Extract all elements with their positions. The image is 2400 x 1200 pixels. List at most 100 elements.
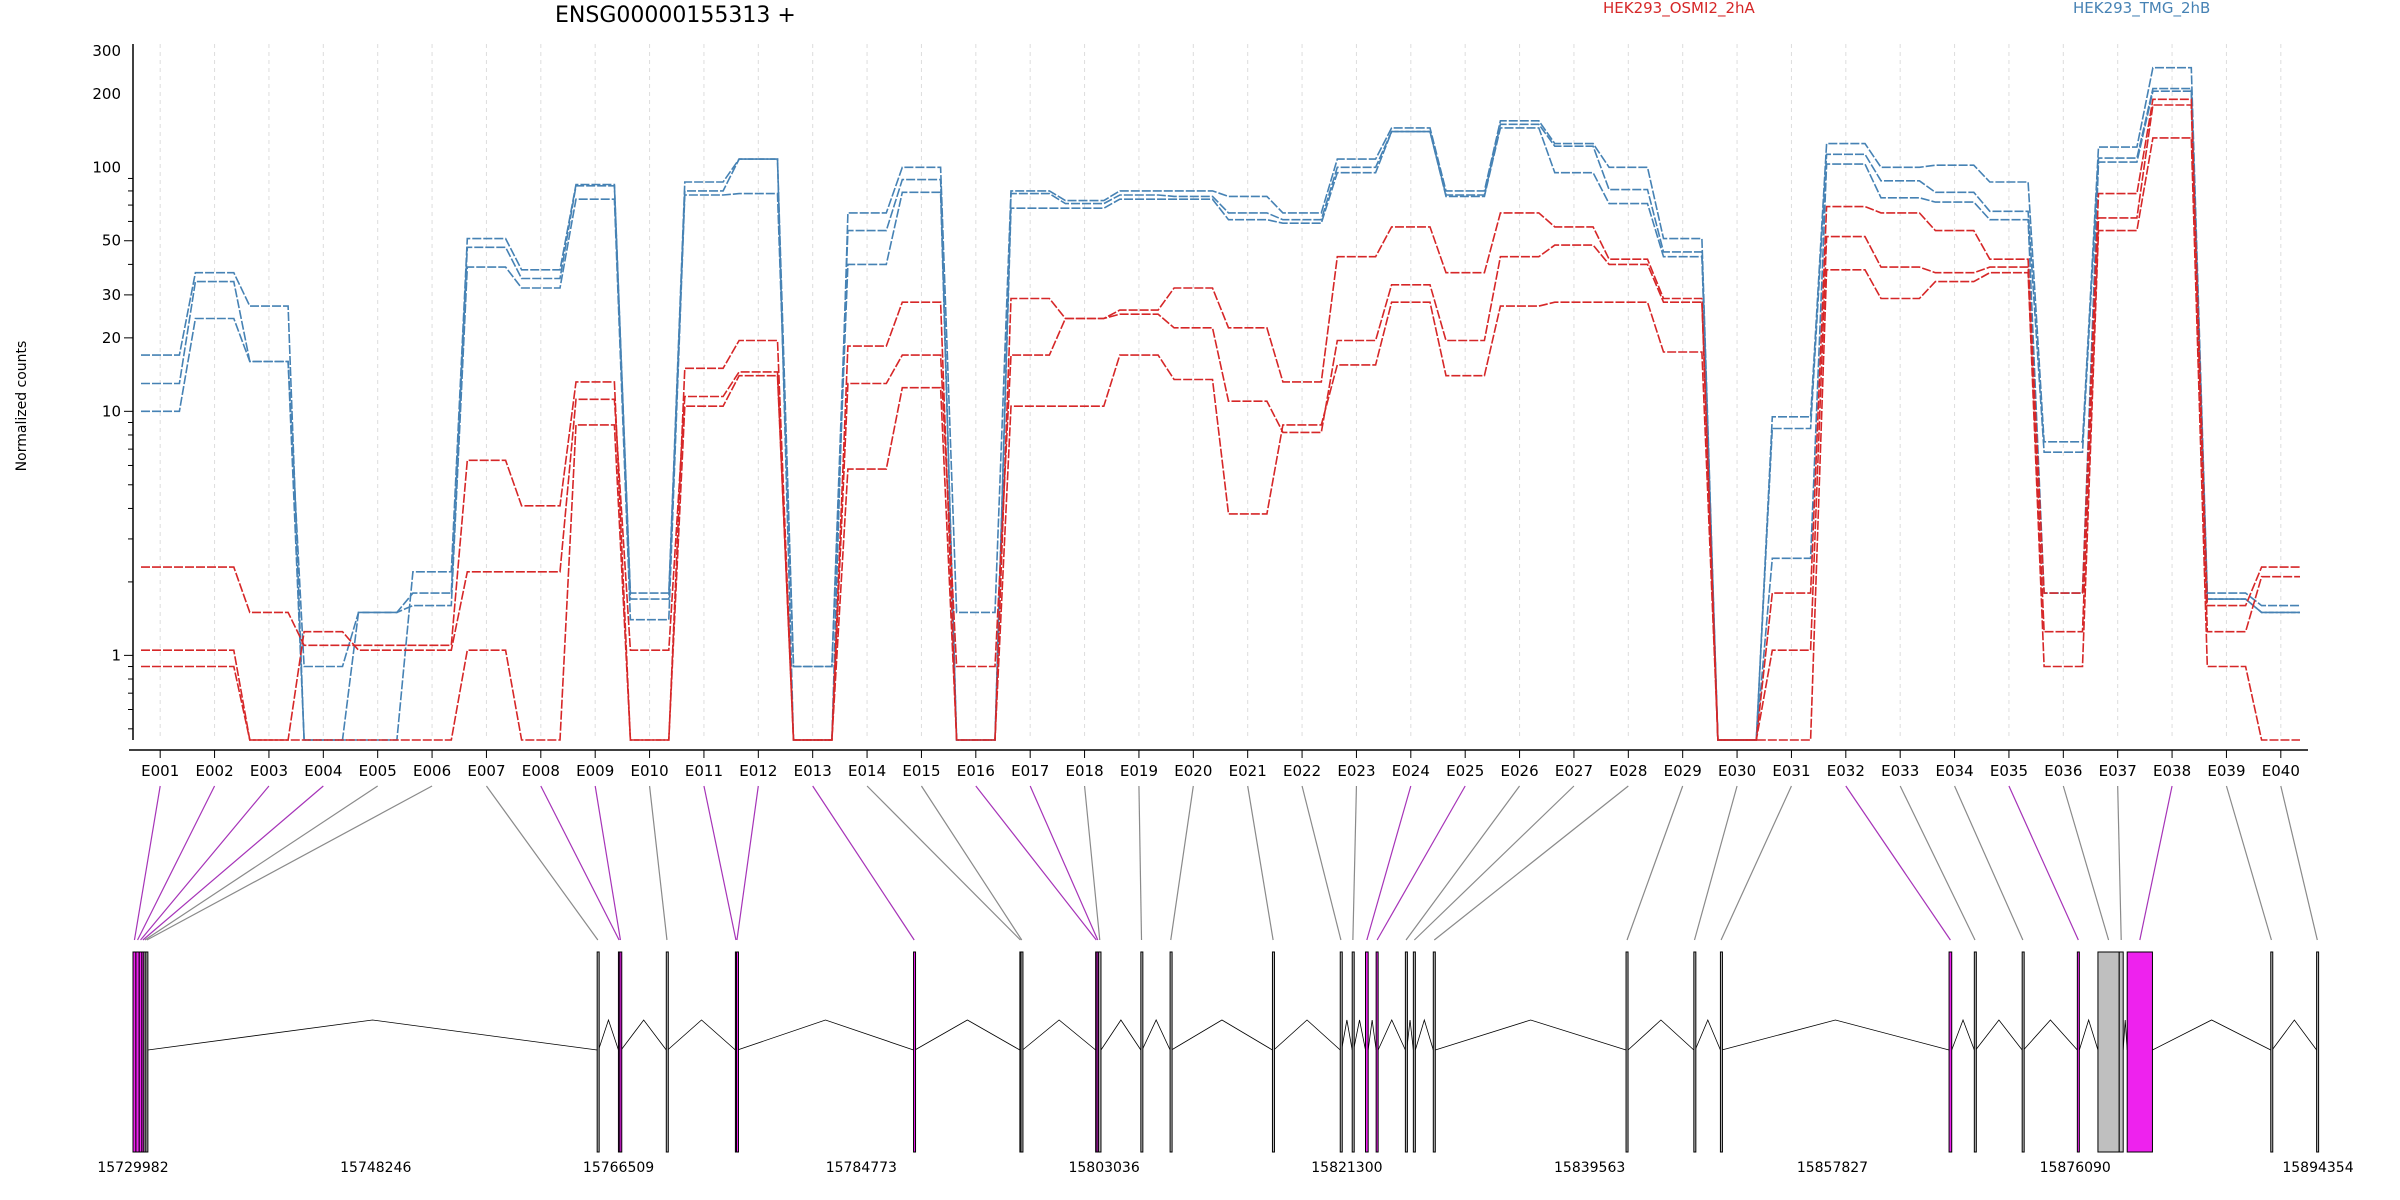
exon-box-32 — [1948, 951, 1953, 1153]
exon-box-26 — [1404, 951, 1408, 1153]
x-tick-label-e036: E036 — [2044, 762, 2082, 780]
genomic-coordinate-label: 15784773 — [826, 1160, 897, 1176]
x-tick-label-e012: E012 — [739, 762, 777, 780]
exon-connector-12 — [736, 785, 759, 941]
exon-connector-6 — [146, 785, 433, 941]
exon-box-25 — [1375, 951, 1379, 1153]
exon-connector-25 — [1376, 785, 1466, 941]
x-tick-label-e006: E006 — [413, 762, 451, 780]
intron-line — [2023, 1019, 2078, 1051]
exon-box-35 — [2076, 951, 2080, 1153]
intron-line — [1367, 1019, 1377, 1051]
genomic-coordinate-label: 15821300 — [1311, 1160, 1382, 1176]
x-tick-label-e025: E025 — [1446, 762, 1484, 780]
x-tick-label-e011: E011 — [685, 762, 723, 780]
exon-connector-40 — [2280, 785, 2318, 941]
intron-line — [620, 1019, 667, 1051]
exon-grid — [159, 44, 2282, 740]
x-tick-label-e027: E027 — [1555, 762, 1593, 780]
exon-connector-14 — [866, 785, 1021, 941]
x-tick-label-e008: E008 — [522, 762, 560, 780]
exon-connector-1 — [133, 785, 161, 941]
exon-connector-39 — [2225, 785, 2272, 941]
exon-box-10 — [665, 951, 669, 1153]
x-tick-label-e017: E017 — [1011, 762, 1049, 780]
series-line-1 — [141, 66, 2300, 741]
exon-box-7 — [596, 951, 600, 1153]
genomic-coordinate-label: 15803036 — [1068, 1160, 1139, 1176]
exon-box-6 — [145, 951, 149, 1153]
exon-connector-24 — [1366, 785, 1412, 941]
intron-line — [1141, 1019, 1171, 1051]
intron-line — [2078, 1018, 2099, 1051]
intron-line — [914, 1019, 1021, 1051]
exon-connector-5 — [144, 785, 379, 941]
genomic-axis: 15729982 15748246 15766509 15784773 15803036… — [97, 1160, 2353, 1176]
y-axis: 1 10 20 30 50 100 200 300 — [92, 42, 134, 740]
y-tick-label: 300 — [92, 42, 121, 60]
exon-connector-19 — [1138, 785, 1143, 941]
exon-connector-32 — [1845, 785, 1951, 941]
intron-line — [1377, 1019, 1406, 1051]
y-tick-label: 10 — [102, 402, 121, 420]
x-tick-label-e024: E024 — [1392, 762, 1430, 780]
intron-line — [1022, 1019, 1096, 1051]
genomic-coordinate-label: 15857827 — [1797, 1160, 1868, 1176]
genomic-coordinate-label: 15766509 — [583, 1160, 654, 1176]
series-line-5 — [141, 104, 2300, 741]
exon-connector-11 — [703, 785, 737, 941]
genomic-coordinate-label: 15839563 — [1554, 1160, 1625, 1176]
exon-connector-3 — [140, 785, 270, 941]
exon-connector-2 — [137, 785, 216, 941]
exon-box-15 — [1020, 951, 1024, 1153]
intron-line — [598, 1018, 619, 1051]
x-tick-label-e020: E020 — [1174, 762, 1212, 780]
x-tick-label-e039: E039 — [2207, 762, 2245, 780]
exon-connector-30 — [1693, 785, 1738, 941]
exon-box-40 — [2316, 951, 2320, 1153]
exon-connector-15 — [920, 785, 1023, 941]
x-tick-label-e004: E004 — [304, 762, 342, 780]
x-tick-label-e014: E014 — [848, 762, 886, 780]
intron-line — [2122, 1019, 2128, 1051]
intron-line — [1273, 1019, 1341, 1051]
exon-box-34 — [2021, 951, 2025, 1153]
gene-model — [132, 951, 2320, 1153]
exon-connector-16 — [975, 785, 1097, 941]
x-tick-label-e028: E028 — [1609, 762, 1647, 780]
x-tick-label-e030: E030 — [1718, 762, 1756, 780]
x-tick-label-e040: E040 — [2262, 762, 2300, 780]
exon-box-18 — [1098, 951, 1102, 1153]
y-axis-label: Normalized counts — [14, 341, 30, 472]
intron-line — [1951, 1018, 1975, 1051]
x-tick-label-e022: E022 — [1283, 762, 1321, 780]
intron-line — [1100, 1019, 1142, 1051]
x-tick-label-e009: E009 — [576, 762, 614, 780]
exon-connector-27 — [1413, 785, 1575, 941]
x-tick-label-e015: E015 — [902, 762, 940, 780]
exon-box-33 — [1973, 951, 1977, 1153]
intron-line — [1341, 1019, 1353, 1051]
intron-line — [1975, 1019, 2023, 1051]
exon-box-12 — [735, 951, 739, 1153]
y-tick-label: 1 — [111, 646, 121, 664]
exon-connector-38 — [2139, 785, 2173, 941]
x-tick-label-e026: E026 — [1501, 762, 1539, 780]
x-tick-label-e035: E035 — [1990, 762, 2028, 780]
x-tick-label-e018: E018 — [1066, 762, 1104, 780]
x-tick-label-e029: E029 — [1664, 762, 1702, 780]
x-tick-label-e005: E005 — [359, 762, 397, 780]
exon-box-27 — [1412, 951, 1416, 1153]
intron-line — [1694, 1018, 1721, 1051]
series-line-6 — [141, 137, 2300, 741]
exon-box-23 — [1351, 951, 1355, 1153]
exon-connector-35 — [2008, 785, 2079, 941]
exon-connector-20 — [1170, 785, 1194, 941]
series-lines — [141, 66, 2300, 741]
exon-box-20 — [1169, 951, 1173, 1153]
exon-connector-33 — [1899, 785, 1976, 941]
x-tick-label-e007: E007 — [467, 762, 505, 780]
y-tick-label: 30 — [102, 286, 121, 304]
exon-connector-17 — [1029, 785, 1099, 941]
intron-line — [2152, 1019, 2271, 1051]
